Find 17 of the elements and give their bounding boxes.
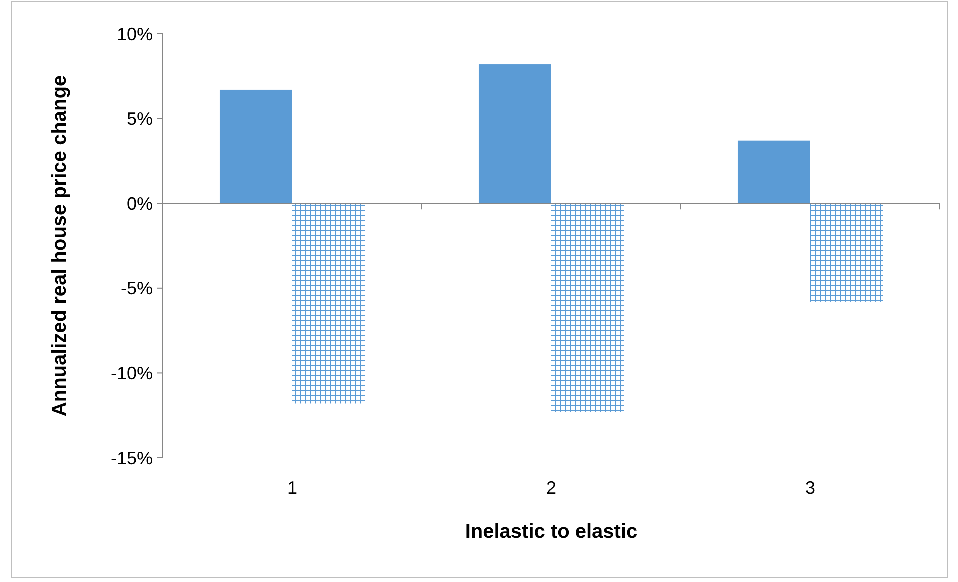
y-axis-title: Annualized real house price change <box>49 75 71 417</box>
x-axis-title: Inelastic to elastic <box>465 521 638 543</box>
y-tick-label: 0% <box>126 194 153 214</box>
x-tick-label: 3 <box>805 478 816 498</box>
x-tick-label: 1 <box>287 478 298 498</box>
y-tick-label: -5% <box>120 278 153 299</box>
bar <box>810 204 884 302</box>
bar <box>478 64 552 204</box>
y-tick-label: 10% <box>116 24 153 44</box>
y-tick-label: 5% <box>126 109 153 130</box>
bar <box>738 140 810 204</box>
bar <box>552 204 624 412</box>
x-tick-label: 2 <box>546 478 557 498</box>
y-tick-label: -10% <box>110 364 153 384</box>
bar <box>220 90 292 204</box>
y-tick-label: -15% <box>110 448 153 468</box>
bar <box>292 204 366 404</box>
